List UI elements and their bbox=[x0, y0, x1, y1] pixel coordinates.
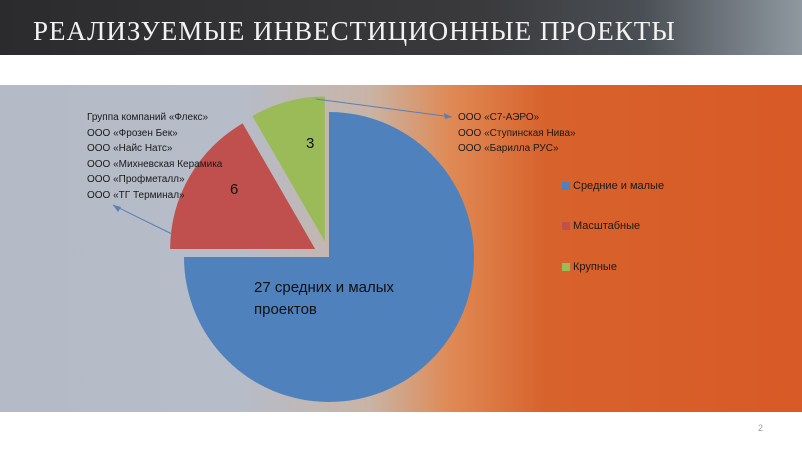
pie-slice-major bbox=[252, 96, 325, 242]
note-line: ООО «Михневская Керамика bbox=[87, 158, 223, 170]
pie-slice-large bbox=[170, 123, 316, 249]
data-label-medium: 6 bbox=[230, 181, 238, 198]
note-major-projects: ООО «С7-АЭРО» ООО «Ступинская Нива» ООО … bbox=[458, 110, 576, 157]
legend-item: Средние и малые bbox=[562, 180, 664, 192]
legend-swatch bbox=[562, 222, 570, 230]
legend-label: Крупные bbox=[573, 261, 617, 273]
callout-arrowhead-right bbox=[444, 113, 452, 119]
data-label-large: 3 bbox=[306, 135, 314, 152]
page-number: 2 bbox=[758, 423, 764, 433]
legend-item: Крупные bbox=[562, 261, 617, 273]
callout-arrowhead-left bbox=[113, 205, 121, 212]
note-line: ООО «Фрозен Бек» bbox=[87, 127, 178, 139]
note-line: ООО «Ступинская Нива» bbox=[458, 127, 576, 139]
callout-arrow-right bbox=[315, 98, 453, 118]
pie-slice-small-medium bbox=[184, 112, 474, 402]
data-label-small: 27 средних и малых проектов bbox=[254, 279, 398, 318]
note-line: ООО «Найс Натс» bbox=[87, 143, 173, 155]
note-line: ООО «ТГ Терминал» bbox=[87, 189, 185, 201]
note-line: Группа компаний «Флекс» bbox=[87, 112, 209, 123]
callout-arrow-left bbox=[112, 204, 173, 235]
slide-title: РЕАЛИЗУЕМЫЕ ИНВЕСТИЦИОННЫЕ ПРОЕКТЫ bbox=[33, 16, 676, 46]
note-line: ООО «С7-АЭРО» bbox=[458, 112, 540, 123]
note-line: ООО «Барилла РУС» bbox=[458, 143, 559, 155]
legend-swatch bbox=[562, 182, 570, 190]
legend-label: Масштабные bbox=[573, 220, 641, 232]
note-line: ООО «Профметалл» bbox=[87, 174, 185, 186]
legend-swatch bbox=[562, 263, 570, 271]
note-large-projects: Группа компаний «Флекс» ООО «Фрозен Бек»… bbox=[87, 110, 222, 204]
slide-header: РЕАЛИЗУЕМЫЕ ИНВЕСТИЦИОННЫЕ ПРОЕКТЫ bbox=[0, 0, 802, 55]
legend-item: Масштабные bbox=[562, 220, 640, 232]
legend-label: Средние и малые bbox=[573, 180, 665, 192]
